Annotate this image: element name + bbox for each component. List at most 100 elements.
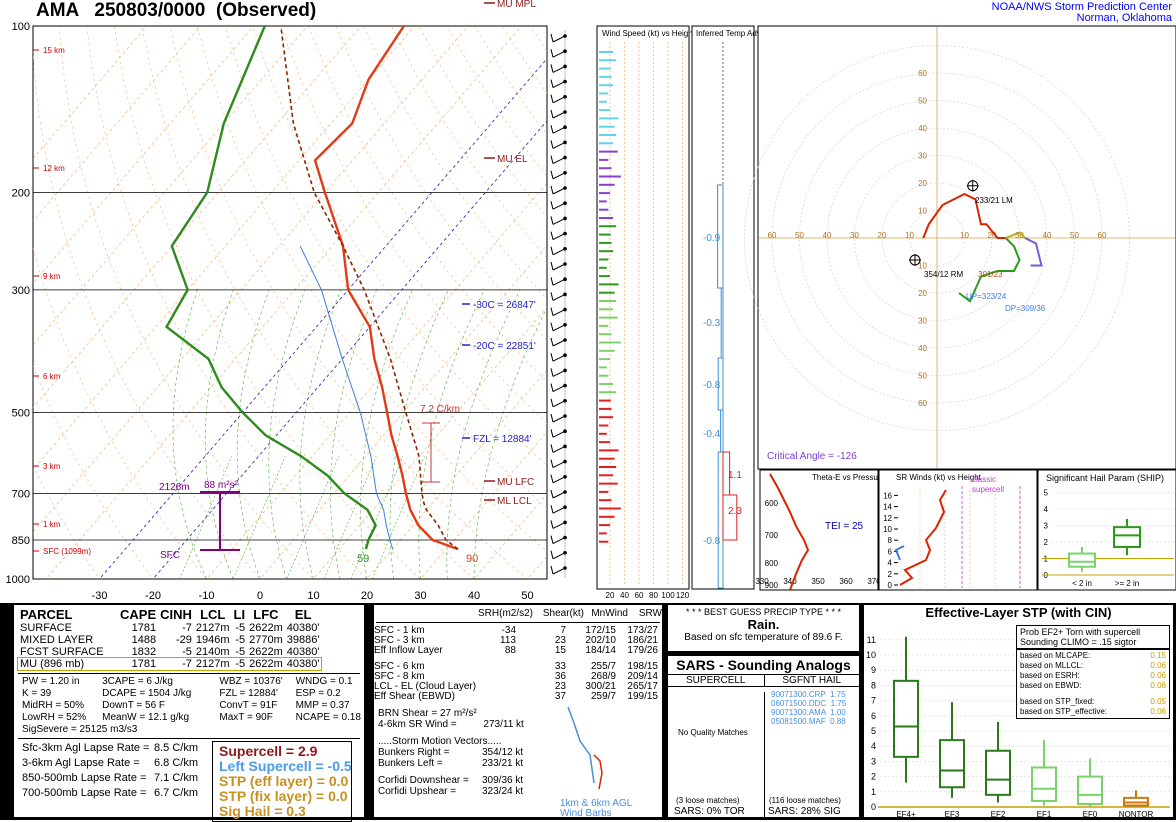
temp-tick-label: -10 [199,590,215,602]
barb-feather [550,337,554,347]
page-title: AMA 250803/0000 (Observed) [36,0,316,22]
windspeed-title: Wind Speed (kt) vs Height [602,29,696,38]
kin-h-srw: SRW [638,608,662,619]
barb-staff [552,445,566,453]
barb-dot [563,95,567,99]
barb-dot [563,338,567,342]
parcel-cell: -7 [182,658,192,670]
hodo-rm: 354/12 RM [924,270,963,279]
kin-cell [478,692,516,702]
motion-label: Corfidi Downshear = [378,775,469,786]
ta-label: 1.1 [728,470,742,481]
stp-ytick: 1 [871,787,876,797]
ship-ytick: 5 [1044,489,1049,498]
sr-ytick: 6 [888,547,893,556]
moist-adiabat [172,289,207,579]
stp-ytick: 9 [871,665,876,675]
dry-adiabat [197,26,547,552]
series-dewpoint [164,26,377,550]
barb-staff [552,552,566,560]
series-wetbulb [299,245,394,550]
barb-staff [552,248,566,256]
motion-row: Bunkers Right = 354/12 kt [374,747,662,758]
hodo-tick: 50 [918,97,927,106]
indices-cell: SigSevere = 25125 m3/s3 [22,724,138,735]
barb-dot [563,353,567,358]
motion-rows: Bunkers Right = 354/12 kt Bunkers Left = 23… [374,747,662,797]
indices-row: LowRH = 52% MeanW = 12.1 g/kg MaxT = 90F NC… [22,712,364,724]
kin-cell: 186/21 [627,635,658,646]
kin-cell: SFC - 8 km [374,671,425,682]
barb-feather [550,231,554,240]
parcel-cell: SURFACE [20,622,72,634]
stp-chart: 0 1 2 3 4 5 6 7 8 9 10 11 EF4+ EF3 EF2 EF1 EF0 NONTOR [866,635,1170,817]
hodo-tick: 10 [918,262,927,271]
barb-staff [552,369,566,377]
pressure-label: 300 [12,285,30,297]
classic-label: classic [972,475,996,484]
sars-sig: SARS: 28% SIG [768,806,841,817]
barb-label1: 1km & 6km AGL [560,798,633,809]
indices-row: MidRH = 50% DownT = 56 F ConvT = 91F MMP = … [22,700,364,712]
stp-box [939,739,965,789]
wind-barbs [550,30,567,578]
eff-inflow-sfc: SFC [160,550,180,561]
ws-tick: 80 [649,591,658,600]
barb-staff [552,567,566,575]
sr-ytick: 0 [888,581,893,590]
barb-dot [563,171,567,175]
level-label-mu_el: MU EL [497,154,528,165]
barb-staff [552,233,566,241]
kin-row: SFC - 3 km 113 23 202/10 186/21 [374,636,662,646]
composite-item: Supercell = 2.9 [219,743,318,759]
motion-value: 233/21 kt [482,758,524,769]
stp-cat: EF0 [1083,810,1098,817]
kin-h-mnwind: MnWind [591,608,628,619]
moist-adiabat [299,289,342,579]
barb-dot [563,368,567,373]
sars-match: 06071500.DDC 1.75 [771,699,847,708]
kin-cell: -34 [501,625,516,636]
barb-dot [563,34,567,38]
barb-staff [552,157,566,165]
dry-adiabat [141,26,475,579]
barb-feather [550,550,554,559]
hodo-crit: Critical Angle = -126 [767,451,857,462]
barb-dot [563,490,567,494]
kinematics-panel: SRH(m2/s2) Shear(kt) MnWind SRW SFC - 1 … [373,604,663,819]
indices-row: SigSevere = 25125 m3/s3 [22,724,364,736]
barb-feather [550,505,554,514]
barb-staff [552,430,566,438]
isotherm [33,26,148,160]
hodo-tick: 60 [918,399,927,408]
barb-staff [552,111,566,119]
height-label: 15 km [43,46,65,55]
barb-dot [563,277,567,282]
sr-line [899,489,947,586]
sr-line-low [894,545,905,561]
barb-dot [563,566,567,570]
isotherm [45,26,522,579]
hodo-series [1024,237,1043,267]
thetae-xtick: 350 [811,577,825,586]
motion-row: Bunkers Left = 233/21 kt [374,758,662,769]
stp-ytick: 0 [871,802,876,812]
parcel-cell: -5 [235,622,246,634]
parcel-header-cinh: CINH [160,607,192,622]
motion-label: Corfidi Upshear = [378,786,457,797]
barb-feather [550,353,554,362]
sr-ytick: 4 [888,559,893,568]
barb-feather [550,201,554,210]
hodo-tick: 40 [823,231,832,240]
temp-tick-label: 40 [468,590,480,602]
barb-staff [552,202,566,210]
parcel-cell: FCST SURFACE [20,646,104,658]
kin-h-srh: SRH(m2/s2) [478,608,534,619]
parcel-cell: 2140m [195,646,230,658]
parcel-cell: 2127m [195,622,230,634]
stp-prob1: Prob EF2+ Torn with supercell [1020,627,1141,637]
sr-value: 273/11 kt [483,719,524,730]
height-label: 12 km [43,164,65,173]
temp-tick-label: -30 [92,590,108,602]
hodo-dp: DP=309/36 [1005,304,1046,313]
